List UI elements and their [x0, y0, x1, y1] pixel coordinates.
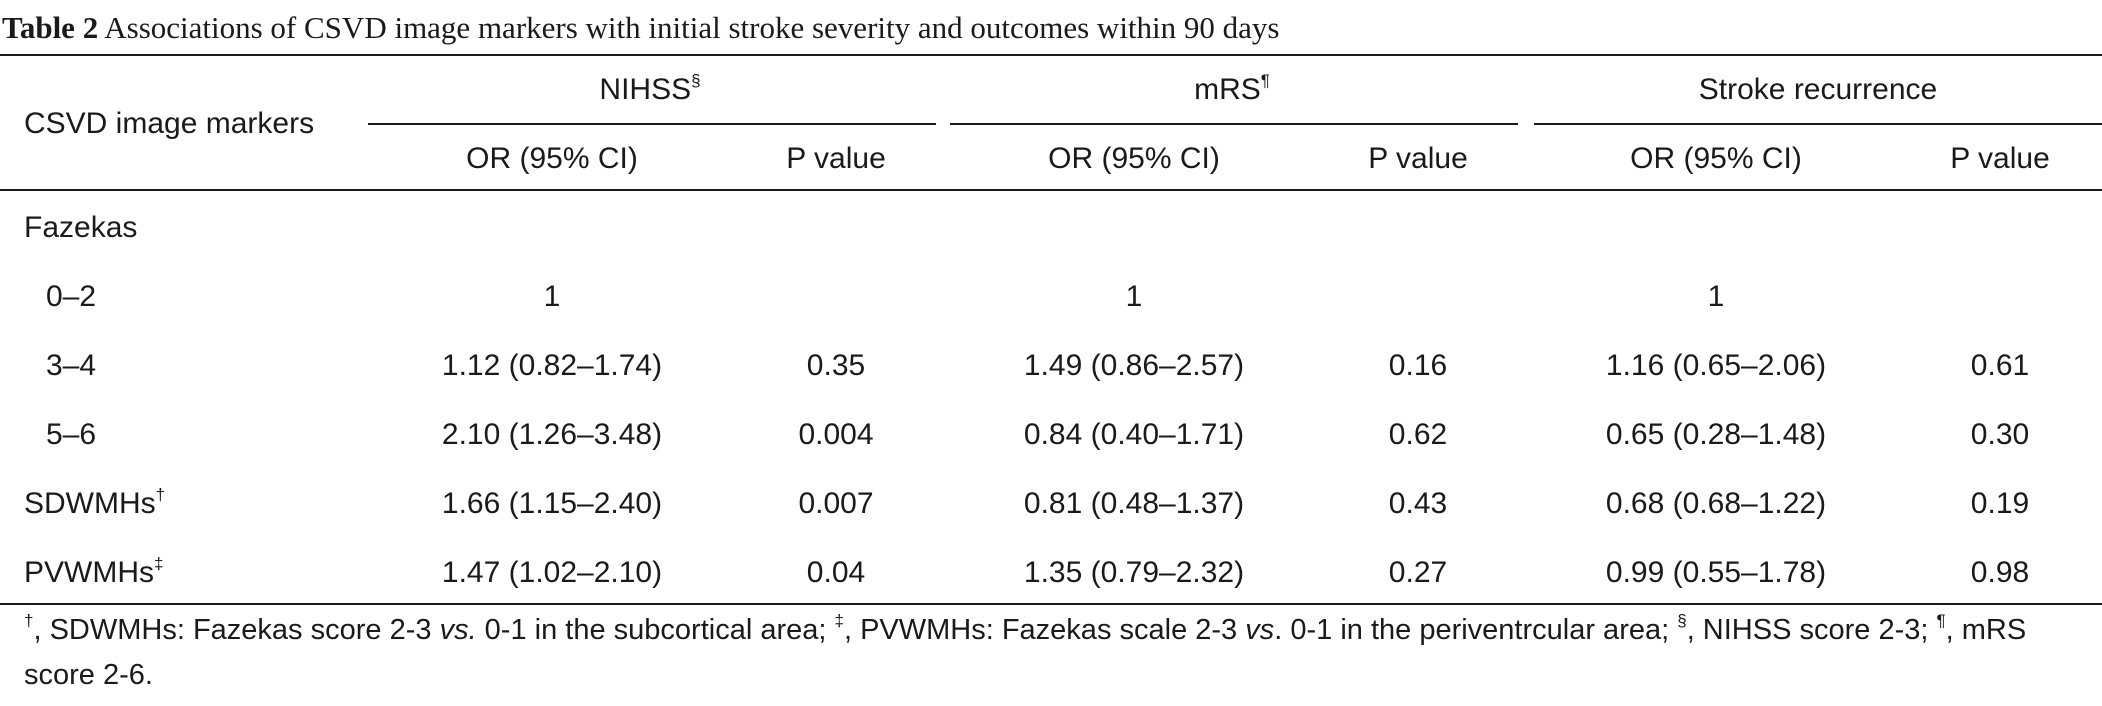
row-label: Fazekas — [24, 211, 138, 244]
cell-nihss-p: 0.007 — [798, 487, 874, 520]
cell-recurrence-p: 0.19 — [1970, 487, 2030, 520]
table-title: Associations of CSVD image markers with … — [104, 10, 1280, 45]
top-rule — [0, 54, 2102, 56]
group-header-mrs: mRS¶ — [1194, 71, 1270, 106]
cell-recurrence-or: 1.16 (0.65–2.06) — [1605, 349, 1827, 382]
row-header-label: CSVD image markers — [24, 107, 315, 140]
group-underline-stroke-recurrence — [1534, 123, 2102, 125]
col-header-mrs-or: OR (95% CI) — [1048, 142, 1220, 175]
col-header-recurrence-or: OR (95% CI) — [1630, 142, 1802, 175]
row-label: SDWMHs† — [24, 485, 166, 520]
cell-nihss-p: 0.04 — [806, 556, 866, 589]
table-footnote: †, SDWMHs: Fazekas score 2-3 vs. 0-1 in … — [24, 611, 2027, 691]
cell-nihss-p: 0.35 — [806, 349, 866, 382]
cell-mrs-or: 1 — [1125, 280, 1143, 313]
cell-mrs-or: 0.84 (0.40–1.71) — [1023, 418, 1245, 451]
cell-nihss-p: 0.004 — [798, 418, 874, 451]
cell-recurrence-or: 1 — [1707, 280, 1725, 313]
table-number: Table 2 — [2, 10, 99, 45]
cell-mrs-p: 0.16 — [1388, 349, 1448, 382]
cell-nihss-or: 1.47 (1.02–2.10) — [441, 556, 663, 589]
group-header-nihss: NIHSS§ — [599, 71, 701, 106]
cell-mrs-p: 0.43 — [1388, 487, 1448, 520]
col-header-nihss-or: OR (95% CI) — [466, 142, 638, 175]
cell-recurrence-or: 0.65 (0.28–1.48) — [1605, 418, 1827, 451]
cell-mrs-or: 0.81 (0.48–1.37) — [1023, 487, 1245, 520]
bottom-rule — [0, 603, 2102, 605]
cell-mrs-or: 1.49 (0.86–2.57) — [1023, 349, 1245, 382]
cell-mrs-p: 0.62 — [1388, 418, 1448, 451]
cell-recurrence-p: 0.98 — [1970, 556, 2030, 589]
cell-mrs-p: 0.27 — [1388, 556, 1448, 589]
col-header-recurrence-p: P value — [1950, 142, 2050, 175]
group-header-stroke-recurrence: Stroke recurrence — [1698, 73, 1938, 106]
col-header-mrs-p: P value — [1368, 142, 1468, 175]
group-underline-mrs — [950, 123, 1518, 125]
cell-mrs-or: 1.35 (0.79–2.32) — [1023, 556, 1245, 589]
cell-recurrence-p: 0.61 — [1970, 349, 2030, 382]
col-header-nihss-p: P value — [786, 142, 886, 175]
cell-recurrence-or: 0.68 (0.68–1.22) — [1605, 487, 1827, 520]
row-label: 5–6 — [46, 418, 97, 451]
cell-recurrence-p: 0.30 — [1970, 418, 2030, 451]
header-rule — [0, 189, 2102, 191]
table-caption: Table 2 Associations of CSVD image marke… — [2, 8, 1279, 48]
group-underline-nihss — [368, 123, 936, 125]
cell-nihss-or: 1.12 (0.82–1.74) — [441, 349, 663, 382]
cell-nihss-or: 1 — [543, 280, 561, 313]
cell-nihss-or: 2.10 (1.26–3.48) — [441, 418, 663, 451]
cell-recurrence-or: 0.99 (0.55–1.78) — [1605, 556, 1827, 589]
row-label: 0–2 — [46, 280, 97, 313]
row-label: 3–4 — [46, 349, 97, 382]
row-label: PVWMHs‡ — [24, 554, 164, 589]
cell-nihss-or: 1.66 (1.15–2.40) — [441, 487, 663, 520]
